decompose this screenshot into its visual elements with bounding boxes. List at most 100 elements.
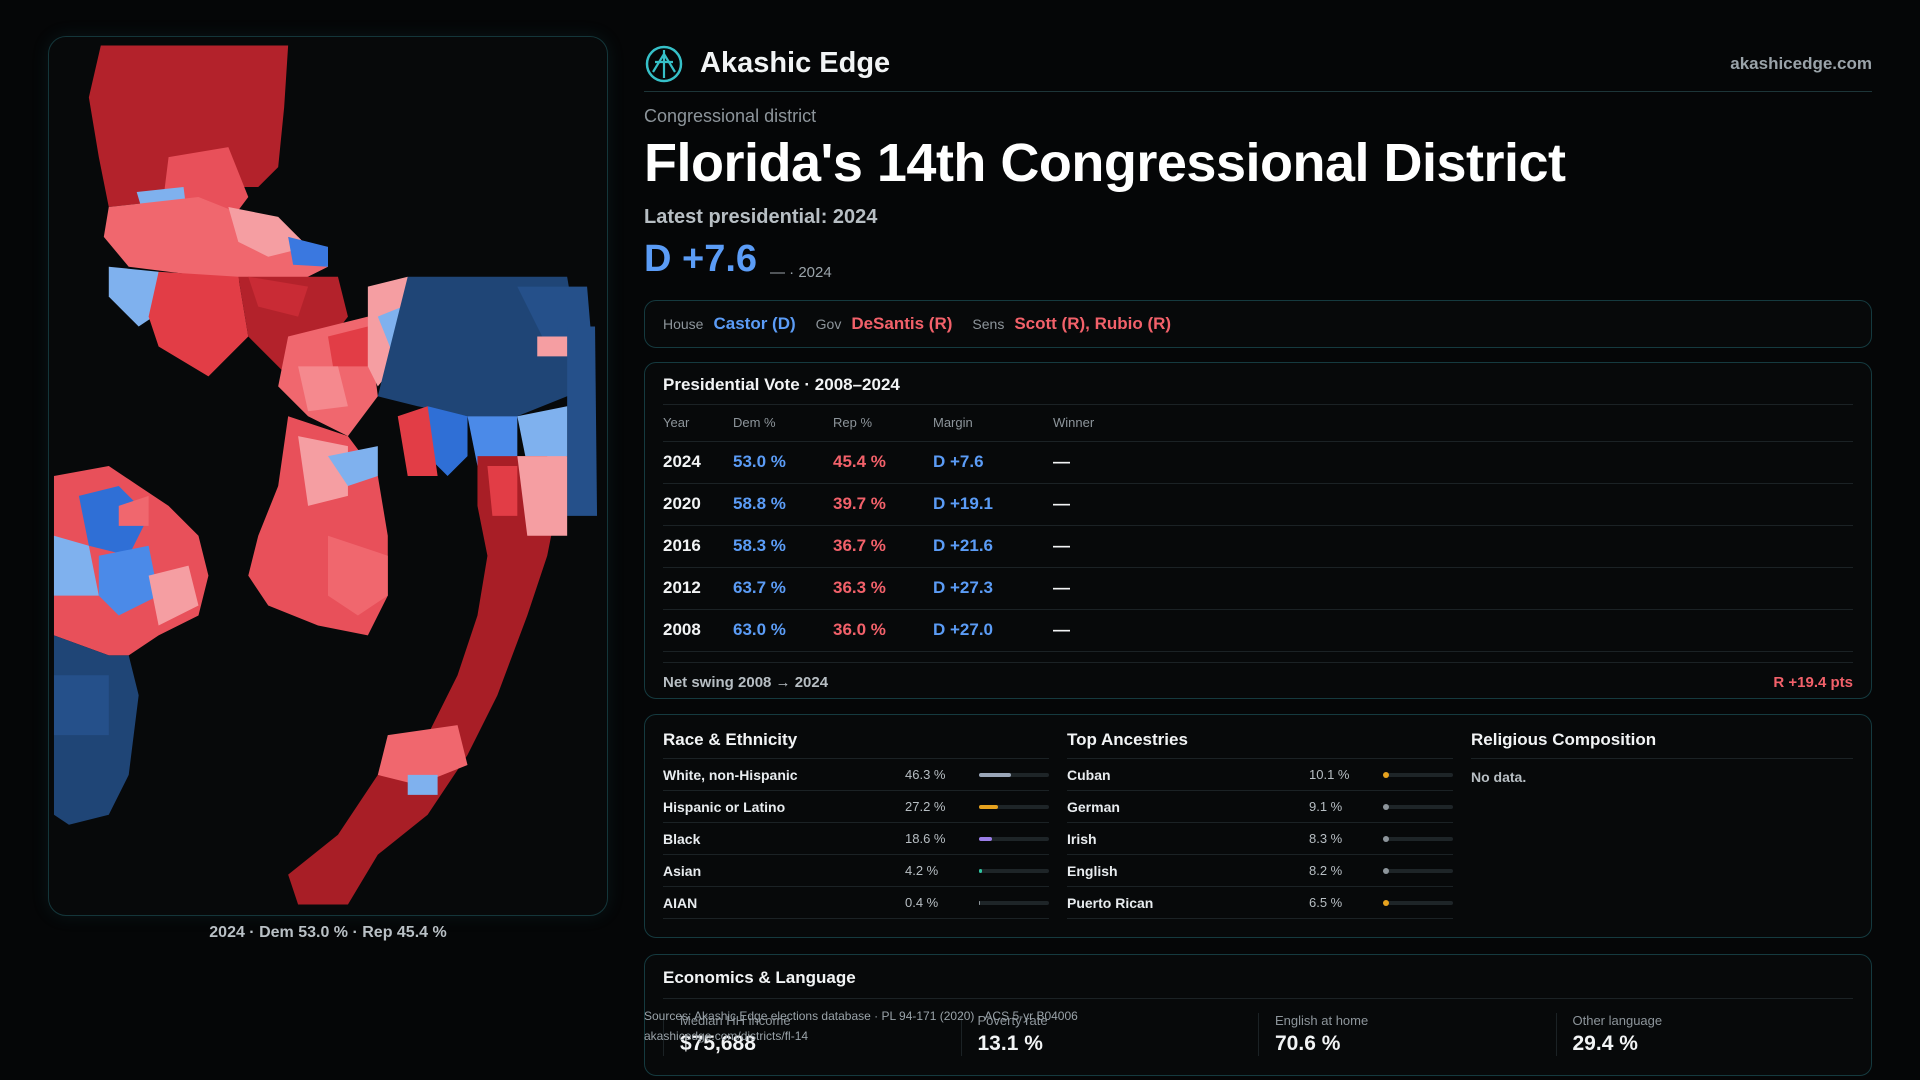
col-margin: Margin (933, 405, 1053, 442)
col-year: Year (663, 405, 733, 442)
list-item: Puerto Rican 6.5 % (1067, 887, 1453, 919)
house-label: House (663, 316, 704, 332)
race-ethnicity-title: Race & Ethnicity (663, 715, 1049, 759)
cell-dem: 63.7 % (733, 567, 833, 610)
item-bar (1383, 835, 1453, 842)
brand-name[interactable]: Akashic Edge (700, 47, 891, 79)
list-item: German 9.1 % (1067, 791, 1453, 823)
house-rep[interactable]: Castor (D) (713, 314, 796, 333)
item-dot (1383, 867, 1389, 874)
cell-rep: 45.4 % (833, 441, 933, 484)
net-swing: Net swing 2008 → 2024 R +19.4 pts (663, 661, 1853, 702)
item-percent: 4.2 % (905, 863, 939, 878)
senators[interactable]: Scott (R), Rubio (R) (1014, 314, 1172, 333)
religion-section: Religious Composition No data. (1471, 715, 1853, 937)
map-caption: 2024 · Dem 53.0 % · Rep 45.4 % (209, 924, 447, 941)
cell-year: 2020 (663, 483, 733, 526)
ancestry-title: Top Ancestries (1067, 715, 1453, 759)
cell-year: 2024 (663, 441, 733, 484)
page-title: Florida's 14th Congressional District (644, 133, 1566, 193)
presidential-vote-card: Presidential Vote · 2008–2024 Year Dem %… (644, 362, 1872, 699)
cell-year: 2012 (663, 567, 733, 610)
cell-rep: 39.7 % (833, 483, 933, 526)
cell-dem: 63.0 % (733, 609, 833, 652)
governor[interactable]: DeSantis (R) (851, 314, 953, 333)
cell-margin: D +21.6 (933, 525, 1053, 568)
list-item: Asian 4.2 % (663, 855, 1049, 887)
stat-value: 70.6 % (1275, 1032, 1341, 1055)
stat-label: Poverty rate (977, 1013, 1048, 1028)
item-name: Asian (663, 862, 702, 879)
item-bar-fill (979, 772, 1012, 777)
item-bar-fill (979, 804, 999, 809)
item-bar-fill (979, 836, 993, 841)
sources-url[interactable]: akashicedge.com/districts/fl-14 (644, 1029, 809, 1043)
item-name: AIAN (663, 894, 698, 911)
table-row: 2008 63.0 % 36.0 % D +27.0 — (663, 609, 1853, 652)
presidential-vote-table: Year Dem % Rep % Margin Winner 2024 53.0… (663, 405, 1853, 652)
item-bar-fill (979, 868, 982, 873)
cell-rep: 36.3 % (833, 567, 933, 610)
item-bar (979, 900, 1049, 905)
cell-year: 2008 (663, 609, 733, 652)
item-name: English (1067, 862, 1118, 879)
list-item: White, non-Hispanic 46.3 % (663, 759, 1049, 791)
religion-empty: No data. (1471, 769, 1527, 785)
sens-label: Sens (972, 316, 1005, 332)
item-bar (1383, 867, 1453, 874)
demographics-card: Race & Ethnicity White, non-Hispanic 46.3… (644, 714, 1872, 938)
item-name: White, non-Hispanic (663, 766, 798, 783)
economics-title: Economics & Language (663, 955, 1853, 999)
district-map[interactable] (48, 36, 608, 916)
item-bar (1383, 899, 1453, 906)
precinct-map-svg (53, 45, 598, 905)
table-row: 2024 53.0 % 45.4 % D +7.6 — (663, 441, 1853, 484)
list-item: AIAN 0.4 % (663, 887, 1049, 919)
cell-margin: D +27.3 (933, 567, 1053, 610)
gov-label: Gov (815, 316, 842, 332)
stat-other-language: Other language 29.4 % (1555, 1013, 1854, 1056)
col-winner: Winner (1053, 405, 1853, 442)
item-dot (1383, 771, 1389, 778)
cell-margin: D +19.1 (933, 483, 1053, 526)
stat-label: Median HH income (680, 1013, 791, 1028)
stat-value: 29.4 % (1572, 1032, 1638, 1055)
cell-dem: 58.3 % (733, 525, 833, 568)
item-bar (1383, 771, 1453, 778)
cell-dem: 53.0 % (733, 441, 833, 484)
list-item: Cuban 10.1 % (1067, 759, 1453, 791)
col-dem: Dem % (733, 405, 833, 442)
list-item: English 8.2 % (1067, 855, 1453, 887)
col-rep: Rep % (833, 405, 933, 442)
item-name: Irish (1067, 830, 1097, 847)
cell-dem: 58.8 % (733, 483, 833, 526)
cell-winner: — (1053, 567, 1853, 610)
item-percent: 8.3 % (1309, 831, 1343, 846)
cell-margin: D +7.6 (933, 441, 1053, 484)
item-percent: 18.6 % (905, 831, 946, 846)
stat-value: 13.1 % (977, 1032, 1043, 1055)
stat-poverty: Poverty rate 13.1 % (960, 1013, 1259, 1056)
item-dot (1383, 835, 1389, 842)
akashic-edge-logo-icon[interactable] (644, 44, 684, 84)
map-region-north (88, 45, 289, 207)
item-bar (1383, 803, 1453, 810)
cell-winner: — (1053, 483, 1853, 526)
net-swing-label: Net swing 2008 → 2024 (663, 673, 829, 691)
list-item: Black 18.6 % (663, 823, 1049, 855)
sources-footer: Sources: Akashic Edge elections database… (644, 1006, 1078, 1046)
item-name: Cuban (1067, 766, 1111, 783)
site-header: Akashic Edge akashicedge.com (644, 36, 1872, 92)
cell-year: 2016 (663, 525, 733, 568)
item-percent: 9.1 % (1309, 799, 1343, 814)
cell-rep: 36.7 % (833, 525, 933, 568)
item-name: Hispanic or Latino (663, 798, 786, 815)
sources-text: Sources: Akashic Edge elections database… (644, 1009, 1078, 1023)
stat-label: Other language (1572, 1013, 1663, 1028)
cell-winner: — (1053, 609, 1853, 652)
item-name: Puerto Rican (1067, 894, 1154, 911)
cell-winner: — (1053, 441, 1853, 484)
site-link[interactable]: akashicedge.com (1730, 53, 1872, 73)
item-name: German (1067, 798, 1120, 815)
ancestry-section: Top Ancestries Cuban 10.1 % German 9.1 % Iri… (1067, 715, 1453, 937)
